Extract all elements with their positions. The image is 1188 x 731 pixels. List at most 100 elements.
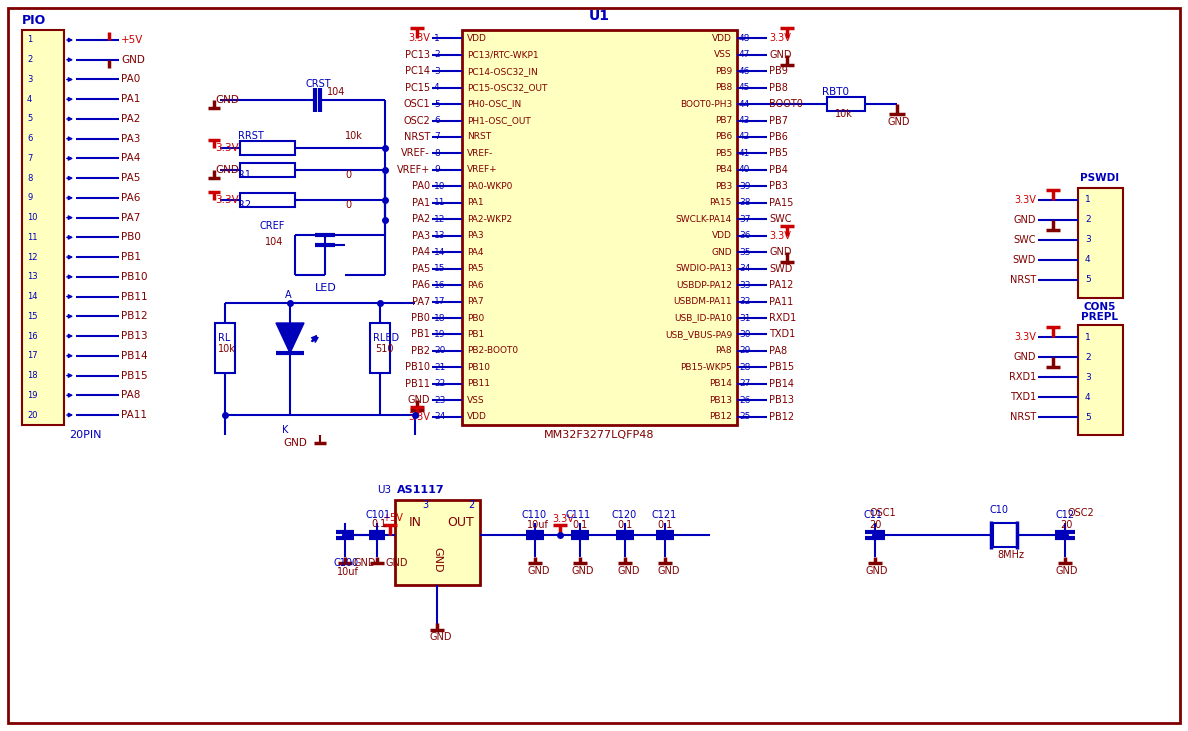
Bar [993,523,1017,547]
Text: 34: 34 [739,264,751,273]
Text: RRST: RRST [238,131,264,141]
Text: CREF: CREF [260,221,285,231]
Text: PB11: PB11 [121,292,147,302]
Bar [240,163,295,177]
Text: 6: 6 [434,116,440,125]
Text: VSS: VSS [714,50,732,59]
Text: 2: 2 [1085,216,1091,224]
Text: 510: 510 [375,344,393,354]
Bar [394,500,480,585]
Text: 12: 12 [434,215,446,224]
Text: PB15: PB15 [121,371,147,381]
Text: PA7: PA7 [412,297,430,306]
Text: PB1: PB1 [467,330,485,339]
Bar [23,30,64,425]
Text: C11: C11 [862,510,881,520]
Text: PB4: PB4 [769,165,788,175]
Text: PA7: PA7 [467,297,484,306]
Text: 13: 13 [27,273,38,281]
Text: 20PIN: 20PIN [69,430,101,440]
Text: PB2-BOOT0: PB2-BOOT0 [467,346,518,355]
Text: 10uf: 10uf [527,520,549,530]
Polygon shape [276,323,304,353]
Text: C101: C101 [365,510,390,520]
Text: NRST: NRST [467,132,491,142]
Text: PH0-OSC_IN: PH0-OSC_IN [467,99,522,109]
Text: 35: 35 [739,248,751,257]
Text: PB13: PB13 [769,395,794,405]
Text: C110: C110 [522,510,546,520]
Text: PC13: PC13 [405,50,430,60]
Text: 21: 21 [434,363,446,372]
Text: 32: 32 [739,297,751,306]
Text: 25: 25 [739,412,751,421]
Text: USBDM-PA11: USBDM-PA11 [674,297,732,306]
Text: 5: 5 [1085,276,1091,284]
Text: 17: 17 [27,352,38,360]
Text: 1: 1 [1085,195,1091,205]
Text: 3: 3 [1085,235,1091,244]
Text: 12: 12 [27,253,38,262]
Text: AS1117: AS1117 [397,485,444,495]
Text: IN: IN [409,515,422,529]
Text: 16: 16 [434,281,446,289]
Text: 7: 7 [27,154,32,163]
Text: A: A [285,290,291,300]
Text: GND: GND [432,548,442,573]
Text: 18: 18 [434,314,446,322]
Text: 0: 0 [345,200,352,210]
Text: 30: 30 [739,330,751,339]
Text: PA2-WKP2: PA2-WKP2 [467,215,512,224]
Text: 2: 2 [27,56,32,64]
Text: 27: 27 [739,379,751,388]
Text: PA3: PA3 [467,231,484,240]
Text: VDD: VDD [467,34,487,42]
Text: OUT: OUT [447,515,474,529]
Text: 3.3V: 3.3V [769,231,791,240]
Text: PA6: PA6 [121,193,140,203]
Text: 10k: 10k [835,109,853,119]
Text: VREF-: VREF- [402,148,430,159]
Text: USB_VBUS-PA9: USB_VBUS-PA9 [665,330,732,339]
Text: 23: 23 [434,395,446,405]
Text: LED: LED [315,283,336,293]
Text: PC13/RTC-WKP1: PC13/RTC-WKP1 [467,50,538,59]
Text: PB9: PB9 [769,66,788,76]
Text: 10uf: 10uf [337,567,359,577]
Text: PB12: PB12 [121,311,147,322]
Text: GND: GND [617,566,639,576]
Text: 10k: 10k [219,344,236,354]
Text: GND: GND [712,248,732,257]
Text: PA11: PA11 [769,297,794,306]
Text: U3: U3 [377,485,391,495]
Text: 16: 16 [27,332,38,341]
Text: GND: GND [769,50,791,60]
Text: MM32F3277LQFP48: MM32F3277LQFP48 [544,430,655,440]
Text: C120: C120 [611,510,637,520]
Text: 3.3V: 3.3V [769,33,791,43]
Text: PB5: PB5 [769,148,788,159]
Bar [240,193,295,207]
Text: PA4: PA4 [467,248,484,257]
Text: VREF+: VREF+ [397,165,430,175]
Text: +5V: +5V [381,513,403,523]
Text: 8MHz: 8MHz [997,550,1024,560]
Text: NRST: NRST [404,132,430,142]
Text: 3.3V: 3.3V [552,514,574,524]
Text: 4: 4 [27,95,32,104]
Text: 2: 2 [468,500,474,510]
Text: PB15: PB15 [769,363,794,372]
Text: PB10: PB10 [467,363,489,372]
Text: SWCLK-PA14: SWCLK-PA14 [676,215,732,224]
Text: 3.3V: 3.3V [1015,195,1036,205]
Text: PA2: PA2 [412,214,430,224]
Text: PA7: PA7 [121,213,140,223]
Text: C111: C111 [565,510,592,520]
Text: GND: GND [283,438,307,448]
Text: 3.3V: 3.3V [409,412,430,422]
Text: 19: 19 [434,330,446,339]
Text: PB14: PB14 [769,379,794,389]
Text: 3: 3 [434,67,440,75]
Text: VSS: VSS [467,395,485,405]
Text: GND: GND [353,558,375,568]
